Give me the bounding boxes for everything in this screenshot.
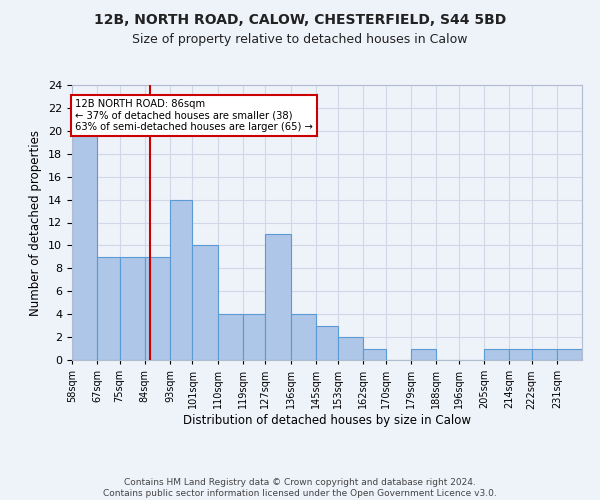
Bar [193, 246, 218, 360]
Bar [243, 314, 265, 360]
Bar [119, 257, 145, 360]
Bar [316, 326, 338, 360]
Bar [509, 348, 532, 360]
Bar [145, 257, 170, 360]
Y-axis label: Number of detached properties: Number of detached properties [29, 130, 43, 316]
Bar [484, 348, 509, 360]
Bar [411, 348, 436, 360]
Bar [532, 348, 557, 360]
Bar [72, 131, 97, 360]
Bar [265, 234, 290, 360]
Bar [338, 337, 364, 360]
X-axis label: Distribution of detached houses by size in Calow: Distribution of detached houses by size … [183, 414, 471, 427]
Text: Size of property relative to detached houses in Calow: Size of property relative to detached ho… [132, 32, 468, 46]
Bar [290, 314, 316, 360]
Bar [218, 314, 243, 360]
Bar [557, 348, 582, 360]
Text: 12B, NORTH ROAD, CALOW, CHESTERFIELD, S44 5BD: 12B, NORTH ROAD, CALOW, CHESTERFIELD, S4… [94, 12, 506, 26]
Text: 12B NORTH ROAD: 86sqm
← 37% of detached houses are smaller (38)
63% of semi-deta: 12B NORTH ROAD: 86sqm ← 37% of detached … [75, 99, 313, 132]
Bar [170, 200, 193, 360]
Text: Contains HM Land Registry data © Crown copyright and database right 2024.
Contai: Contains HM Land Registry data © Crown c… [103, 478, 497, 498]
Bar [97, 257, 119, 360]
Bar [364, 348, 386, 360]
